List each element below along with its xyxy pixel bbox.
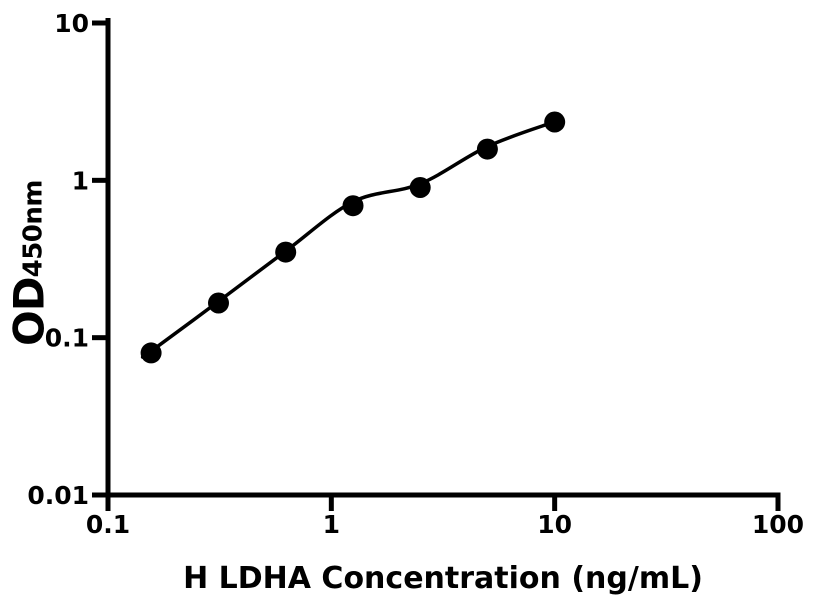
data-point-marker <box>140 342 162 364</box>
data-point-marker <box>476 138 498 160</box>
y-axis-title-subscript: 450nm <box>18 180 49 278</box>
y-axis-title: OD 450nm <box>5 180 54 346</box>
x-tick-label: 1 <box>323 510 340 539</box>
data-point-marker <box>208 292 229 314</box>
data-point-marker <box>342 195 364 217</box>
y-tick-label: 10 <box>54 9 89 38</box>
x-axis-title: H LDHA Concentration (ng/mL) <box>183 561 703 596</box>
y-tick-label: 1 <box>72 166 89 195</box>
y-axis-title-main: OD <box>4 277 54 346</box>
data-point-marker <box>409 177 431 198</box>
x-tick-label: 10 <box>537 510 572 539</box>
data-point-marker <box>544 111 566 133</box>
data-point-marker <box>275 241 297 263</box>
y-tick-label: 0.01 <box>27 481 89 510</box>
x-tick-label: 100 <box>752 510 804 539</box>
y-tick-label: 0.1 <box>45 324 89 353</box>
x-tick-label: 0.1 <box>86 510 130 539</box>
